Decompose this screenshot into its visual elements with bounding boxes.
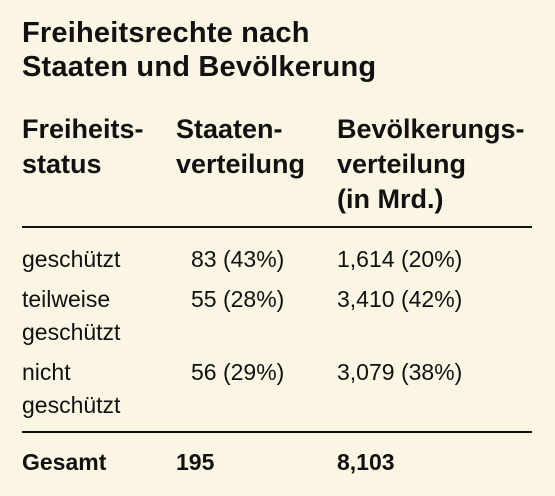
table-cell-population: 3,410 (42%) <box>337 286 463 312</box>
column-header-population-line-1: Bevölkerungs- <box>337 114 525 144</box>
chart-title-line-2: Staaten und Bevölkerung <box>22 51 377 83</box>
column-header-states: Staaten- verteilung <box>176 112 305 182</box>
header-divider <box>22 226 532 228</box>
table-cell-states: 83 (43%) <box>191 246 285 272</box>
table-cell-population: 3,079 (38%) <box>337 359 463 385</box>
column-header-states-line-2: verteilung <box>176 149 306 179</box>
column-header-population: Bevölkerungs- verteilung (in Mrd.) <box>337 112 525 217</box>
row-status-line-1: nicht <box>22 359 71 385</box>
total-states: 195 <box>176 449 215 475</box>
column-header-population-line-2: verteilung <box>337 149 467 179</box>
column-header-status-line-2: status <box>22 149 102 179</box>
column-header-status-line-1: Freiheits- <box>22 114 144 144</box>
column-header-status: Freiheits- status <box>22 112 144 182</box>
row-status-line-2: geschützt <box>22 319 121 345</box>
row-status-line-2: geschützt <box>22 392 121 418</box>
chart-title-line-1: Freiheitsrechte nach <box>22 17 310 49</box>
column-header-population-line-3: (in Mrd.) <box>337 184 444 214</box>
row-status-line-1: teilweise <box>22 286 111 312</box>
total-divider <box>22 431 532 433</box>
row-status-line-1: geschützt <box>22 246 121 272</box>
total-population: 8,103 <box>337 449 395 475</box>
chart-title: Freiheitsrechte nach Staaten und Bevölke… <box>22 16 532 84</box>
column-header-states-line-1: Staaten- <box>176 114 283 144</box>
total-label: Gesamt <box>22 449 107 475</box>
table-row-status: nicht geschützt <box>22 356 120 422</box>
table-cell-states: 56 (29%) <box>191 359 285 385</box>
table-row-status: teilweise geschützt <box>22 283 120 349</box>
table-row-status: geschützt <box>22 243 120 276</box>
table-cell-population: 1,614 (20%) <box>337 246 463 272</box>
table-cell-states: 55 (28%) <box>191 286 285 312</box>
